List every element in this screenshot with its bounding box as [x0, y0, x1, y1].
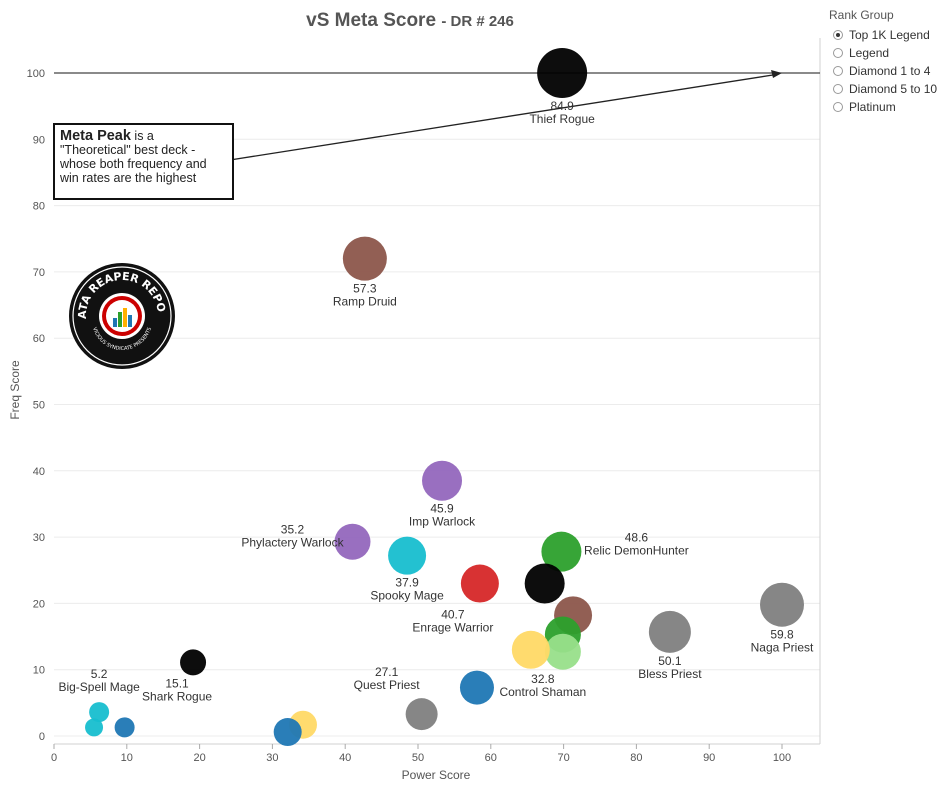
- radio-icon[interactable]: [833, 48, 843, 58]
- legend-option-label: Diamond 1 to 4: [849, 64, 931, 78]
- legend-option-label: Diamond 5 to 10: [849, 82, 938, 96]
- x-tick-label: 100: [773, 752, 791, 764]
- deck-point: [760, 582, 804, 627]
- y-tick-label: 10: [33, 665, 45, 677]
- legend-option[interactable]: Diamond 1 to 4: [829, 62, 945, 80]
- deck-name-label: Thief Rogue: [529, 112, 595, 126]
- deck-point: [511, 630, 550, 669]
- deck-point: [422, 460, 463, 501]
- deck-point: [460, 564, 499, 603]
- deck-score-label: 5.2: [91, 667, 108, 681]
- deck-point: [648, 610, 691, 653]
- x-tick-label: 10: [121, 752, 133, 764]
- x-tick-label: 90: [703, 752, 715, 764]
- deck-name-label: Shark Rogue: [142, 689, 212, 703]
- deck-name-label: Relic DemonHunter: [584, 544, 689, 558]
- deck-name-label: Control Shaman: [499, 685, 586, 699]
- x-axis-title: Power Score: [402, 768, 471, 782]
- deck-name-label: Bless Priest: [638, 667, 702, 681]
- deck-point: [342, 236, 387, 281]
- deck-point: [89, 702, 110, 723]
- deck-point: [85, 718, 104, 737]
- deck-name-label: Big-Spell Mage: [58, 680, 140, 694]
- meta-peak-annotation: Meta Peak is a "Theoretical" best deck -…: [53, 123, 234, 200]
- radio-icon[interactable]: [833, 102, 843, 112]
- deck-point: [537, 48, 588, 98]
- deck-score-label: 84.9: [550, 99, 574, 113]
- data-reaper-logo: DATA REAPER REPORT VICIOUS SYNDICATE PRE…: [63, 252, 176, 375]
- y-tick-label: 30: [33, 532, 45, 544]
- annotation-line2: "Theoretical" best deck -: [60, 143, 196, 157]
- deck-point: [524, 563, 565, 604]
- chart-title-text: vS Meta Score: [306, 10, 437, 31]
- y-tick-label: 100: [27, 68, 45, 80]
- radio-icon[interactable]: [833, 30, 843, 40]
- deck-name-label: Imp Warlock: [409, 515, 476, 529]
- chart-title: vS Meta Score - DR # 246: [306, 10, 514, 31]
- deck-score-label: 40.7: [441, 608, 465, 622]
- deck-name-label: Ramp Druid: [333, 295, 397, 309]
- deck-score-label: 57.3: [353, 282, 377, 296]
- y-tick-label: 40: [33, 466, 45, 478]
- y-tick-label: 60: [33, 333, 45, 345]
- y-tick-label: 90: [33, 134, 45, 146]
- annotation-line3: whose both frequency and: [60, 157, 207, 171]
- deck-score-label: 48.6: [625, 531, 649, 545]
- deck-name-label: Naga Priest: [751, 641, 814, 655]
- deck-name-label: Phylactery Warlock: [241, 536, 344, 550]
- x-tick-label: 30: [266, 752, 278, 764]
- deck-point: [405, 698, 438, 731]
- radio-icon[interactable]: [833, 84, 843, 94]
- deck-score-label: 50.1: [658, 654, 682, 668]
- legend-option[interactable]: Diamond 5 to 10: [829, 80, 945, 98]
- deck-point: [544, 633, 581, 670]
- legend-option-label: Top 1K Legend: [849, 28, 930, 42]
- deck-score-label: 35.2: [281, 523, 305, 537]
- y-tick-label: 20: [33, 598, 45, 610]
- y-tick-label: 70: [33, 267, 45, 279]
- deck-score-label: 37.9: [395, 576, 419, 590]
- legend-option-label: Legend: [849, 46, 890, 60]
- y-tick-label: 0: [39, 731, 45, 743]
- deck-score-label: 59.8: [770, 628, 794, 642]
- x-tick-label: 80: [630, 752, 642, 764]
- annotation-line1: is a: [130, 129, 154, 143]
- y-tick-label: 80: [33, 201, 45, 213]
- x-tick-label: 20: [193, 752, 205, 764]
- legend-option[interactable]: Legend: [829, 44, 945, 62]
- deck-point: [114, 717, 135, 738]
- x-tick-label: 40: [339, 752, 351, 764]
- annotation-arrow-line: [229, 73, 777, 161]
- deck-point: [541, 531, 582, 572]
- deck-name-label: Enrage Warrior: [412, 621, 493, 635]
- deck-score-label: 27.1: [375, 665, 399, 679]
- rank-group-legend: Rank Group Top 1K Legend Legend Diamond 1 …: [829, 8, 945, 116]
- deck-point: [273, 718, 302, 747]
- y-tick-label: 50: [33, 400, 45, 412]
- deck-score-label: 32.8: [531, 672, 555, 686]
- deck-score-label: 45.9: [430, 502, 454, 516]
- deck-name-label: Quest Priest: [354, 678, 421, 692]
- y-axis-title: Freq Score: [8, 360, 22, 420]
- legend-option[interactable]: Top 1K Legend: [829, 26, 945, 44]
- legend-option[interactable]: Platinum: [829, 98, 945, 116]
- x-tick-label: 70: [557, 752, 569, 764]
- radio-icon[interactable]: [833, 66, 843, 76]
- x-tick-label: 0: [51, 752, 57, 764]
- annotation-title: Meta Peak: [60, 128, 131, 144]
- x-tick-label: 60: [485, 752, 497, 764]
- deck-point: [459, 670, 494, 705]
- chart-subtitle: DR # 246: [450, 13, 514, 30]
- legend-option-label: Platinum: [849, 100, 896, 114]
- deck-name-label: Spooky Mage: [370, 589, 444, 603]
- annotation-arrow-head: [771, 70, 782, 78]
- deck-point: [180, 649, 207, 676]
- deck-score-label: 15.1: [165, 676, 189, 690]
- deck-point: [334, 523, 371, 560]
- x-tick-label: 50: [412, 752, 424, 764]
- annotation-line4: win rates are the highest: [60, 171, 197, 185]
- legend-title: Rank Group: [829, 8, 894, 22]
- deck-point: [388, 536, 427, 575]
